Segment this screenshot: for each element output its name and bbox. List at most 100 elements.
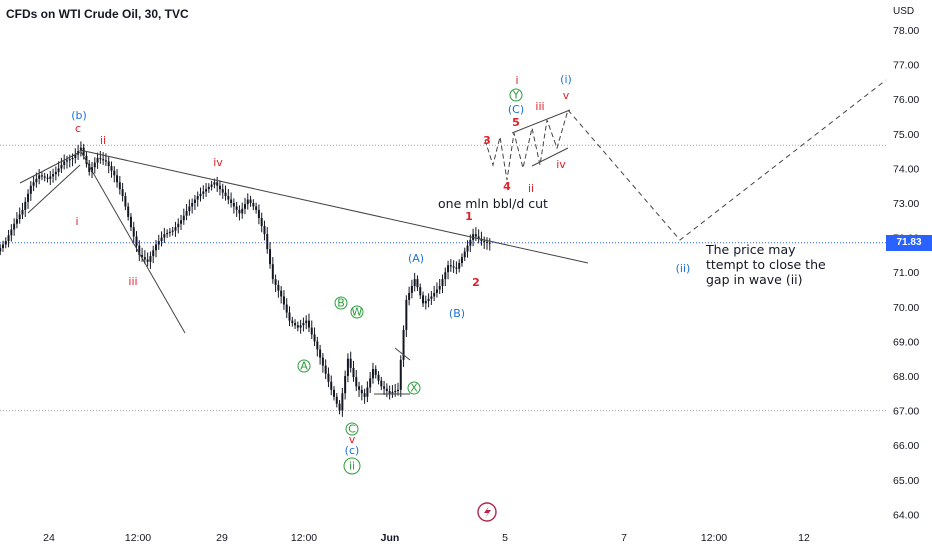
candle-body (399, 359, 402, 390)
candle-body (129, 216, 132, 228)
candle-body (210, 184, 213, 187)
trendline-left[interactable] (79, 149, 186, 334)
candle-body (452, 266, 455, 268)
y-tick-label: 70.00 (893, 302, 919, 314)
candle-body (333, 389, 336, 397)
candle-body (299, 325, 302, 328)
candle-body (85, 155, 88, 164)
annotation-gap-line-3: gap in wave (ii) (706, 272, 803, 287)
candle-body (132, 227, 135, 237)
y-tick-label: 75.00 (893, 129, 919, 141)
wave-label: Y (512, 89, 520, 102)
candle-body (266, 234, 269, 250)
candle-body (163, 234, 166, 238)
wave-label: 5 (512, 116, 520, 129)
channel-left[interactable] (27, 164, 81, 214)
candle-body (185, 211, 188, 216)
wave-label: X (410, 382, 418, 395)
candle-body (4, 241, 7, 245)
candle-body (424, 301, 427, 304)
candle-body (433, 292, 436, 297)
candle-body (296, 325, 299, 328)
price-gridlines (0, 144, 886, 412)
candle-body (10, 229, 13, 236)
candle-body (24, 201, 27, 210)
candle-body (466, 245, 469, 252)
triangle-line[interactable] (394, 347, 411, 361)
candle-body (32, 182, 35, 186)
candle-body (282, 296, 285, 305)
candle-body (135, 236, 138, 246)
candle-body (49, 176, 52, 179)
candle-body (488, 242, 491, 244)
wave-label: ii (349, 460, 355, 473)
candle-body (294, 322, 297, 326)
wave-label: (i) (560, 73, 572, 86)
wave-label: i (515, 74, 518, 87)
y-tick-label: 64.00 (893, 509, 919, 521)
candle-body (74, 154, 77, 159)
candle-body (255, 206, 258, 210)
wave-label: C (348, 423, 356, 436)
candle-body (152, 250, 155, 257)
wave-i-path[interactable] (484, 109, 569, 181)
x-tick-label: 7 (621, 532, 627, 544)
candle-body (57, 168, 60, 172)
candle-body (327, 373, 330, 382)
annotation-gap-line-2: ttempt to close the (706, 257, 826, 272)
candle-body (96, 158, 99, 163)
wave-label: (A) (408, 252, 424, 265)
candle-body (241, 208, 244, 214)
wave-label-ring (350, 305, 364, 319)
candle-body (99, 158, 102, 160)
candle-body (196, 196, 199, 200)
candle-body (405, 299, 408, 330)
candle-body (460, 257, 463, 263)
wave-i-lower[interactable] (531, 147, 569, 167)
wave-label: v (563, 89, 570, 102)
wave-i-upper[interactable] (511, 109, 571, 134)
candle-body (46, 177, 49, 179)
candle-body (141, 254, 144, 258)
candle-body (182, 215, 185, 221)
candle-body (369, 378, 372, 388)
candle-body (463, 251, 466, 258)
wave-label: (c) (345, 444, 360, 457)
candle-body (15, 219, 18, 224)
candle-body (388, 390, 391, 394)
y-tick-label: 71.00 (893, 267, 919, 279)
candle-body (422, 295, 425, 304)
y-tick-label: 65.00 (893, 475, 919, 487)
candle-body (307, 320, 310, 328)
candle-body (13, 223, 16, 230)
candle-body (91, 167, 94, 172)
flash-icon[interactable] (477, 502, 497, 522)
candle-body (71, 158, 74, 160)
candle-body (338, 403, 341, 411)
candle-body (180, 220, 183, 224)
channel-left-upper[interactable] (19, 151, 81, 184)
candle-body (444, 272, 447, 280)
candle-body (305, 320, 308, 323)
candle-body (160, 237, 163, 242)
trendline-main[interactable] (79, 149, 589, 264)
candle-body (257, 209, 260, 218)
y-tick-label: 67.00 (893, 406, 919, 418)
projection-path[interactable] (567, 79, 887, 241)
y-tick-label: 77.00 (893, 60, 919, 72)
candle-body (35, 178, 38, 183)
candle-body (43, 176, 46, 178)
wave-label: i (75, 215, 78, 228)
candle-body (149, 256, 152, 262)
candle-body (352, 367, 355, 378)
candle-body (249, 199, 252, 203)
candle-body (68, 159, 71, 161)
candle-body (188, 206, 191, 212)
candle-body (394, 390, 397, 393)
candle-body (199, 193, 202, 197)
current-price-tag: 71.83 (886, 235, 932, 251)
candle-body (474, 234, 477, 237)
candle-series (0, 141, 491, 417)
candle-body (18, 214, 21, 220)
